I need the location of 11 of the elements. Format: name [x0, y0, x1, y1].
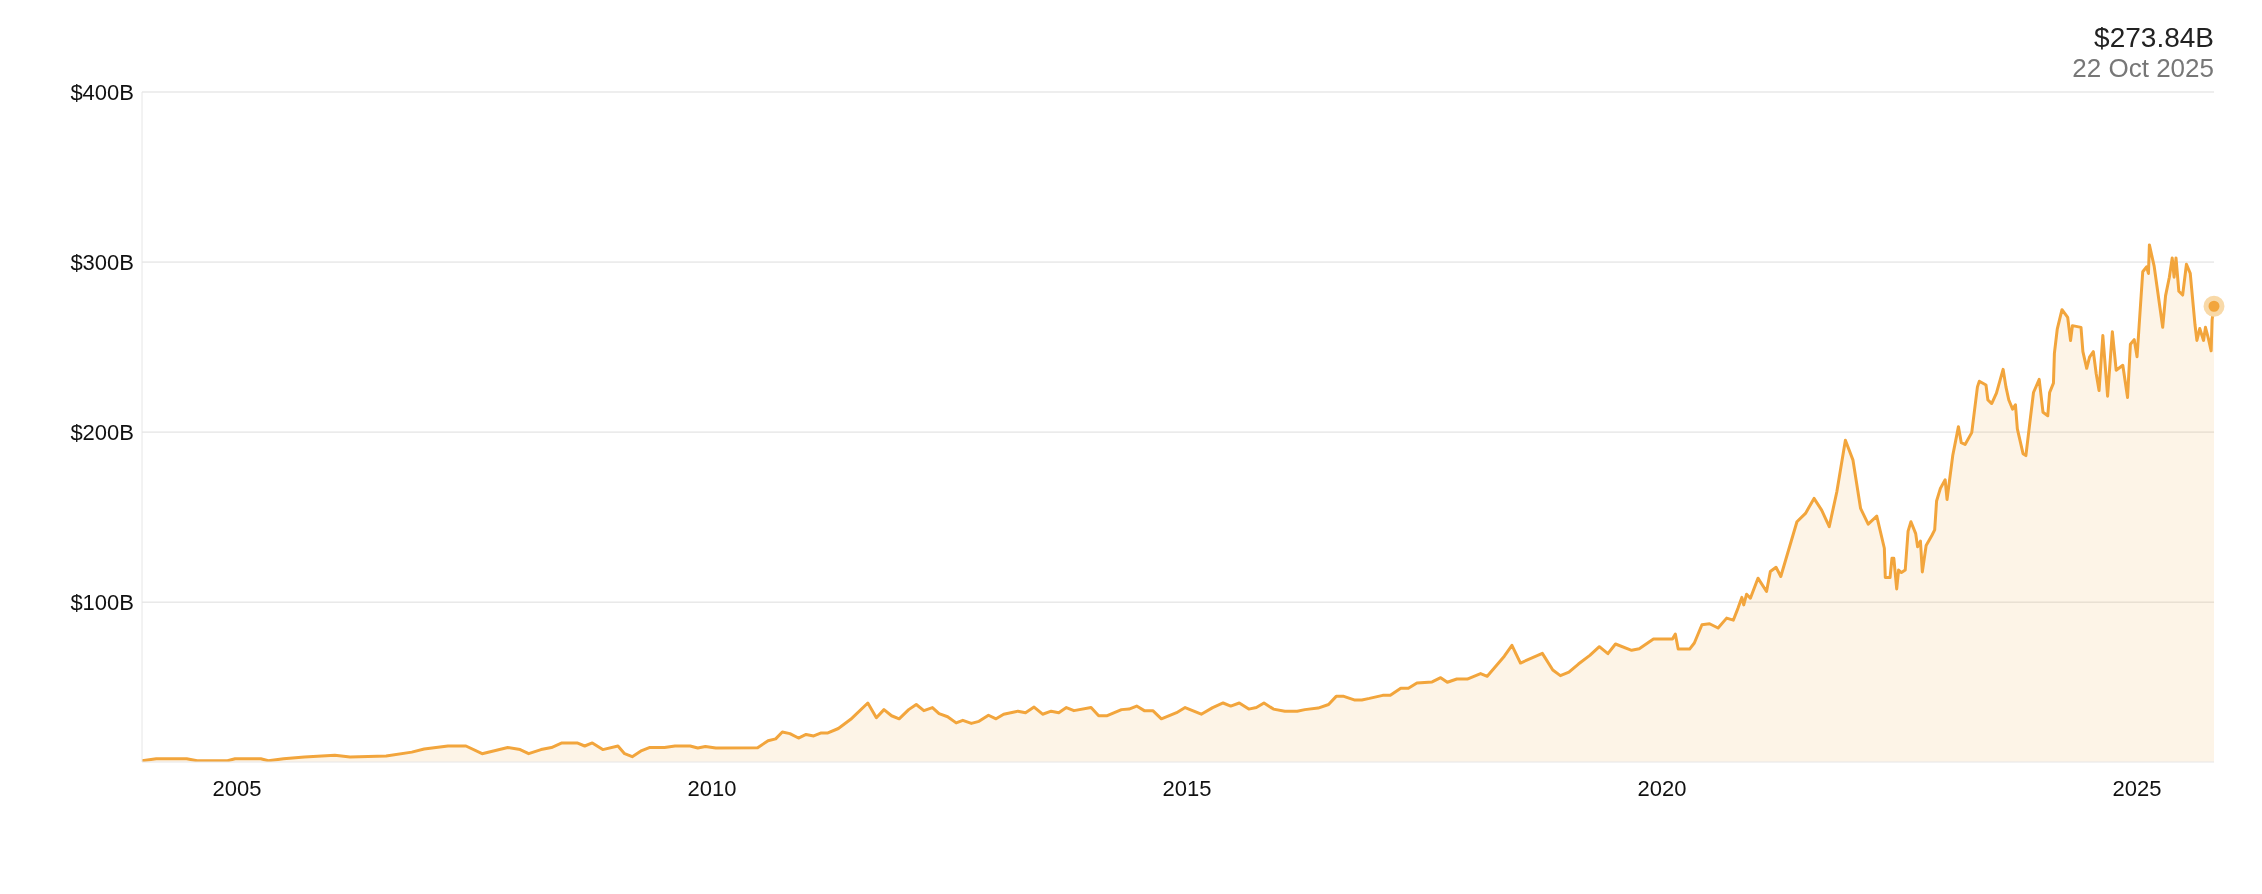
x-tick-label: 2015: [1162, 775, 1212, 801]
x-tick-label: 2010: [687, 775, 737, 801]
text: $273.84B: [2093, 22, 2214, 55]
x-tick-label: 2020: [1637, 775, 1687, 801]
text: 22 Oct 2025: [2072, 53, 2214, 85]
y-tick-label: $200B: [70, 419, 134, 445]
y-tick-label: $300B: [70, 249, 134, 275]
x-tick-label: 2005: [212, 775, 262, 801]
y-tick-label: $400B: [70, 79, 134, 105]
x-tick-label: 2025: [2112, 775, 2162, 801]
y-tick-label: $100B: [70, 589, 134, 615]
